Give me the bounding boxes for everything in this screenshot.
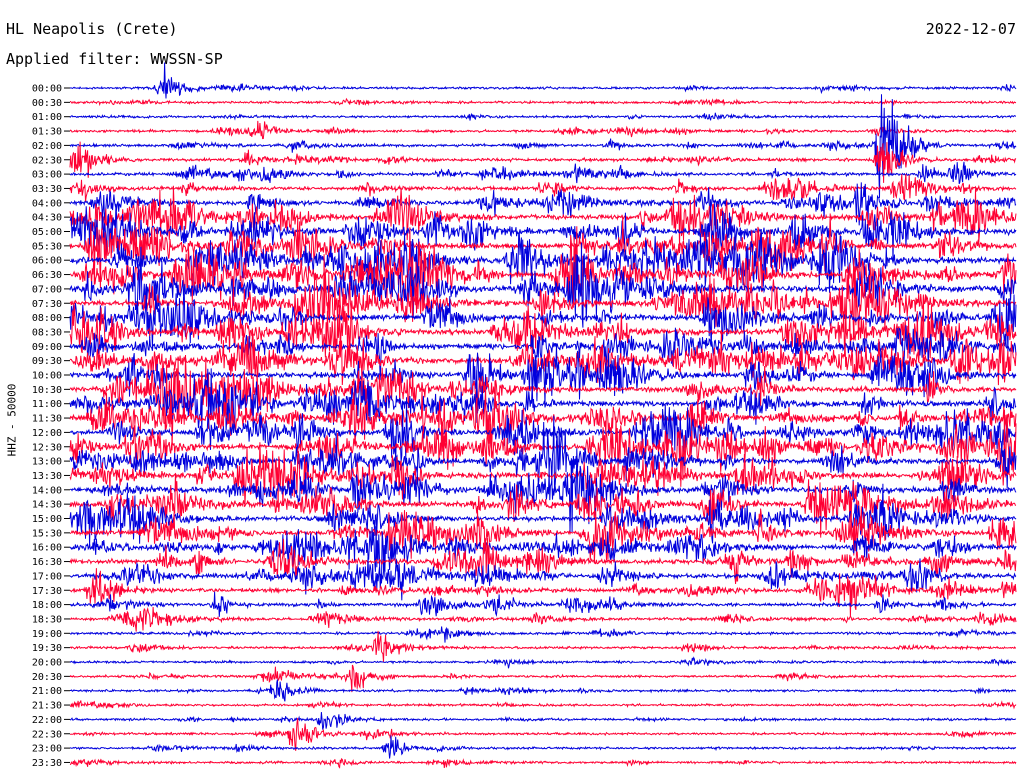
trace-row-0330 [69, 174, 1017, 202]
row-time-label: 16:30 [32, 557, 62, 568]
row-time-label: 01:30 [32, 127, 62, 138]
row-time-label: 22:30 [32, 729, 62, 740]
row-time-label: 04:00 [32, 198, 62, 209]
trace-row-1200 [69, 397, 1017, 464]
row-time-label: 19:30 [32, 643, 62, 654]
row-time-label: 14:00 [32, 485, 62, 496]
row-time-label: 09:00 [32, 342, 62, 353]
row-time-label: 19:00 [32, 629, 62, 640]
trace-row-0200 [69, 94, 1017, 198]
row-time-label: 04:30 [32, 213, 62, 224]
trace-row-2300 [70, 735, 1017, 759]
row-time-label: 11:00 [32, 399, 62, 410]
row-time-label: 10:00 [32, 371, 62, 382]
row-time-label: 22:00 [32, 715, 62, 726]
row-time-label: 08:30 [32, 327, 62, 338]
trace-row-2130 [69, 700, 1017, 710]
row-time-label: 16:00 [32, 543, 62, 554]
trace-row-1830 [69, 606, 1017, 632]
filter-label: Applied filter: WWSSN-SP [6, 50, 223, 68]
trace-row-0000 [69, 62, 1017, 99]
row-time-label: 00:30 [32, 98, 62, 109]
row-time-label: 18:00 [32, 600, 62, 611]
row-time-label: 07:30 [32, 299, 62, 310]
row-time-label: 01:00 [32, 112, 62, 123]
trace-row-2100 [70, 679, 1017, 702]
row-time-label: 23:00 [32, 744, 62, 755]
trace-row-2200 [69, 712, 1017, 730]
row-time-label: 02:30 [32, 155, 62, 166]
row-time-label: 15:30 [32, 528, 62, 539]
trace-row-1900 [69, 626, 1017, 643]
trace-row-2030 [69, 664, 1017, 693]
row-time-label: 15:00 [32, 514, 62, 525]
trace-row-1400 [69, 448, 1017, 533]
trace-row-1000 [69, 345, 1017, 406]
trace-row-0530 [69, 213, 1017, 289]
trace-row-1430 [69, 473, 1017, 538]
row-time-label: 03:30 [32, 184, 62, 195]
trace-row-0900 [69, 325, 1017, 381]
row-time-label: 05:00 [32, 227, 62, 238]
row-time-label: 02:00 [32, 141, 62, 152]
trace-row-1330 [69, 442, 1017, 507]
trace-row-0700 [69, 242, 1017, 328]
trace-row-1700 [69, 556, 1017, 601]
trace-row-1500 [69, 483, 1017, 548]
trace-row-1730 [69, 568, 1017, 618]
trace-row-0030 [69, 97, 1017, 107]
trace-row-1100 [69, 368, 1017, 436]
row-time-label: 23:30 [32, 758, 62, 769]
trace-row-0600 [69, 229, 1017, 293]
row-time-label: 12:30 [32, 442, 62, 453]
trace-row-0800 [69, 286, 1017, 354]
row-time-label: 18:30 [32, 614, 62, 625]
row-time-label: 17:00 [32, 571, 62, 582]
trace-row-2330 [69, 757, 1017, 769]
row-time-label: 08:00 [32, 313, 62, 324]
date-label: 2022-12-07 [925, 20, 1016, 38]
row-time-label: 00:00 [32, 84, 62, 95]
trace-row-1030 [69, 354, 1017, 451]
row-time-label: 06:00 [32, 256, 62, 267]
row-time-label: 03:00 [32, 170, 62, 181]
row-time-label: 21:30 [32, 701, 62, 712]
trace-row-1800 [69, 591, 1017, 618]
trace-row-0630 [69, 226, 1017, 312]
trace-row-1300 [69, 415, 1017, 492]
row-time-label: 06:30 [32, 270, 62, 281]
row-time-label: 20:30 [32, 672, 62, 683]
row-time-label: 13:00 [32, 457, 62, 468]
trace-row-2230 [69, 717, 1017, 751]
row-time-label: 13:30 [32, 471, 62, 482]
trace-row-0400 [69, 182, 1017, 226]
trace-row-0430 [69, 185, 1017, 246]
row-time-label: 05:30 [32, 241, 62, 252]
trace-row-0300 [69, 161, 1017, 184]
row-time-label: 07:00 [32, 284, 62, 295]
trace-row-1600 [69, 526, 1017, 589]
trace-row-0100 [69, 112, 1016, 121]
row-time-label: 11:30 [32, 414, 62, 425]
row-time-label: 20:00 [32, 658, 62, 669]
trace-row-0130 [69, 120, 1017, 140]
row-time-label: 12:00 [32, 428, 62, 439]
trace-row-0230 [69, 141, 1017, 183]
trace-row-1930 [69, 630, 1016, 663]
row-time-label: 17:30 [32, 586, 62, 597]
trace-row-2000 [69, 656, 1017, 669]
row-time-label: 09:30 [32, 356, 62, 367]
row-time-label: 10:30 [32, 385, 62, 396]
trace-row-1530 [69, 506, 1017, 564]
trace-row-1630 [69, 537, 1017, 585]
trace-row-1130 [69, 380, 1017, 458]
trace-row-0500 [69, 199, 1017, 263]
row-time-label: 21:00 [32, 686, 62, 697]
row-time-label: 14:30 [32, 500, 62, 511]
station-title: HL Neapolis (Crete) [6, 20, 178, 38]
